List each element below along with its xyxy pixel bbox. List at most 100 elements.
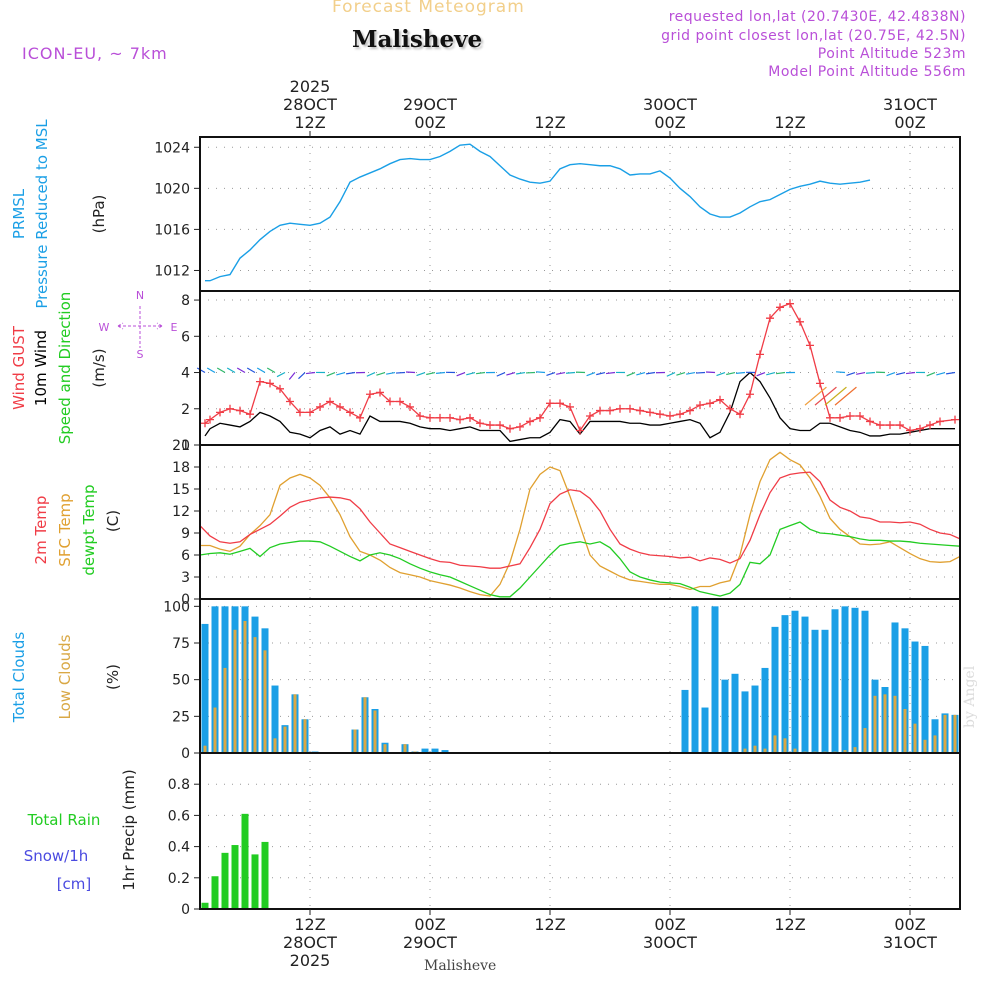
total-cloud-bar (761, 667, 769, 753)
wind-direction-arrow (456, 371, 466, 377)
compass-n: N (136, 289, 144, 302)
wind-direction-arrow (905, 371, 916, 375)
wind-ytick-label: 6 (181, 329, 190, 345)
gust-marker (916, 424, 924, 433)
gust-marker (336, 402, 344, 411)
low-cloud-bar (383, 744, 387, 753)
low-cloud-bar (933, 735, 937, 753)
total-cloud-bar (901, 628, 909, 753)
gust-marker (216, 408, 224, 417)
total-cloud-bar (851, 607, 859, 753)
low-cloud-bar (793, 748, 797, 753)
gust-marker (876, 421, 884, 430)
gust-marker (296, 408, 304, 417)
wind-direction-arrow (686, 371, 696, 375)
wind-direction-arrow (305, 371, 316, 375)
total-cloud-bar (781, 615, 789, 753)
wind-direction-arrow (535, 371, 546, 374)
wind-direction-arrow (835, 371, 846, 374)
gust-marker (766, 314, 774, 323)
gust-marker (426, 413, 434, 422)
wind-direction-arrow (946, 371, 956, 375)
top-time-label: 2025 (290, 77, 331, 96)
bottom-time-label: 30OCT (643, 933, 697, 952)
gust-marker (716, 395, 724, 404)
clouds-ytick-label: 50 (172, 673, 190, 689)
wind-direction-arrow (226, 367, 236, 374)
wind-direction-arrow (416, 371, 426, 377)
total-cloud-bar (441, 750, 449, 753)
wind-direction-arrow (236, 367, 246, 374)
bottom-time-label: 12Z (774, 915, 805, 934)
wind-direction-arrow (565, 371, 576, 374)
low-cloud-bar (763, 748, 767, 753)
temp-dewpt-title: dewpt Temp (80, 484, 98, 575)
gust-marker (246, 410, 254, 419)
gust-marker (576, 426, 584, 435)
top-time-label: 12Z (534, 113, 565, 132)
top-time-label: 28OCT (283, 95, 337, 114)
low-cloud-bar (353, 729, 357, 753)
gust-marker (516, 422, 524, 431)
top-time-label: 00Z (654, 113, 685, 132)
wind-direction-arrow (216, 367, 226, 374)
gust-marker (696, 401, 704, 410)
total-cloud-bar (801, 616, 809, 753)
wind-direction-arrow (846, 371, 856, 376)
wind-gust-line (204, 302, 956, 432)
gust-marker (506, 424, 514, 433)
total-cloud-bar (891, 622, 899, 753)
wind-direction-arrow (405, 371, 416, 374)
gust-marker (466, 413, 474, 422)
gust-marker (476, 419, 484, 428)
low-cloud-bar (773, 735, 777, 753)
gust-marker (586, 412, 594, 421)
bottom-time-label: 12Z (294, 915, 325, 934)
wind-ytick-label: 4 (181, 366, 190, 382)
top-time-label: 31OCT (883, 95, 937, 114)
wind-direction-arrow (605, 371, 616, 375)
low-cloud-bar (853, 747, 857, 753)
gust-marker (816, 379, 824, 388)
wind-direction-arrow (506, 371, 516, 376)
low-cloud-bar (923, 739, 927, 753)
total-cloud-bar (271, 685, 279, 753)
pressure-title: PRMSL (10, 188, 28, 239)
temperature-frame (199, 444, 961, 600)
total-cloud-bar (431, 748, 439, 753)
wind-direction-arrow (865, 371, 876, 374)
low-cloud-bar (363, 697, 367, 753)
wind-direction-arrow (326, 371, 336, 377)
wind-direction-arrow (695, 371, 706, 374)
wind-frame (199, 290, 961, 446)
gust-marker (866, 417, 874, 426)
bottom-time-label: 29OCT (403, 933, 457, 952)
wind-direction-arrow (256, 367, 266, 374)
wind-direction-arrow (288, 372, 296, 380)
precip-bar (241, 813, 249, 909)
gust-marker (386, 397, 394, 406)
gust-marker (686, 406, 694, 415)
wind-direction-arrow (475, 371, 486, 375)
precip-bar (201, 902, 209, 909)
gust-marker (316, 402, 324, 411)
total-cloud-bar (721, 679, 729, 753)
wind-direction-arrow (586, 371, 596, 377)
pressure-ytick-label: 1012 (154, 263, 190, 279)
wind-direction-arrow (705, 371, 716, 374)
wind-direction-arrow (466, 371, 476, 376)
wind-direction-arrow (346, 371, 356, 375)
wind-direction-arrow (636, 371, 646, 376)
low-cloud-bar (873, 695, 877, 753)
wind-direction-arrow (596, 371, 606, 376)
wind-direction-arrow (246, 367, 256, 374)
temperature-ytick-label: 21 (172, 438, 190, 454)
top-time-label: 29OCT (403, 95, 457, 114)
gust-marker (266, 379, 274, 388)
wind-direction-arrow (886, 371, 896, 377)
product-title: Forecast Meteogram (332, 0, 525, 17)
wind-direction-arrow (716, 371, 726, 377)
gust-marker (201, 419, 209, 428)
total-cloud-bar (911, 641, 919, 753)
wind-direction-arrow (766, 371, 776, 376)
